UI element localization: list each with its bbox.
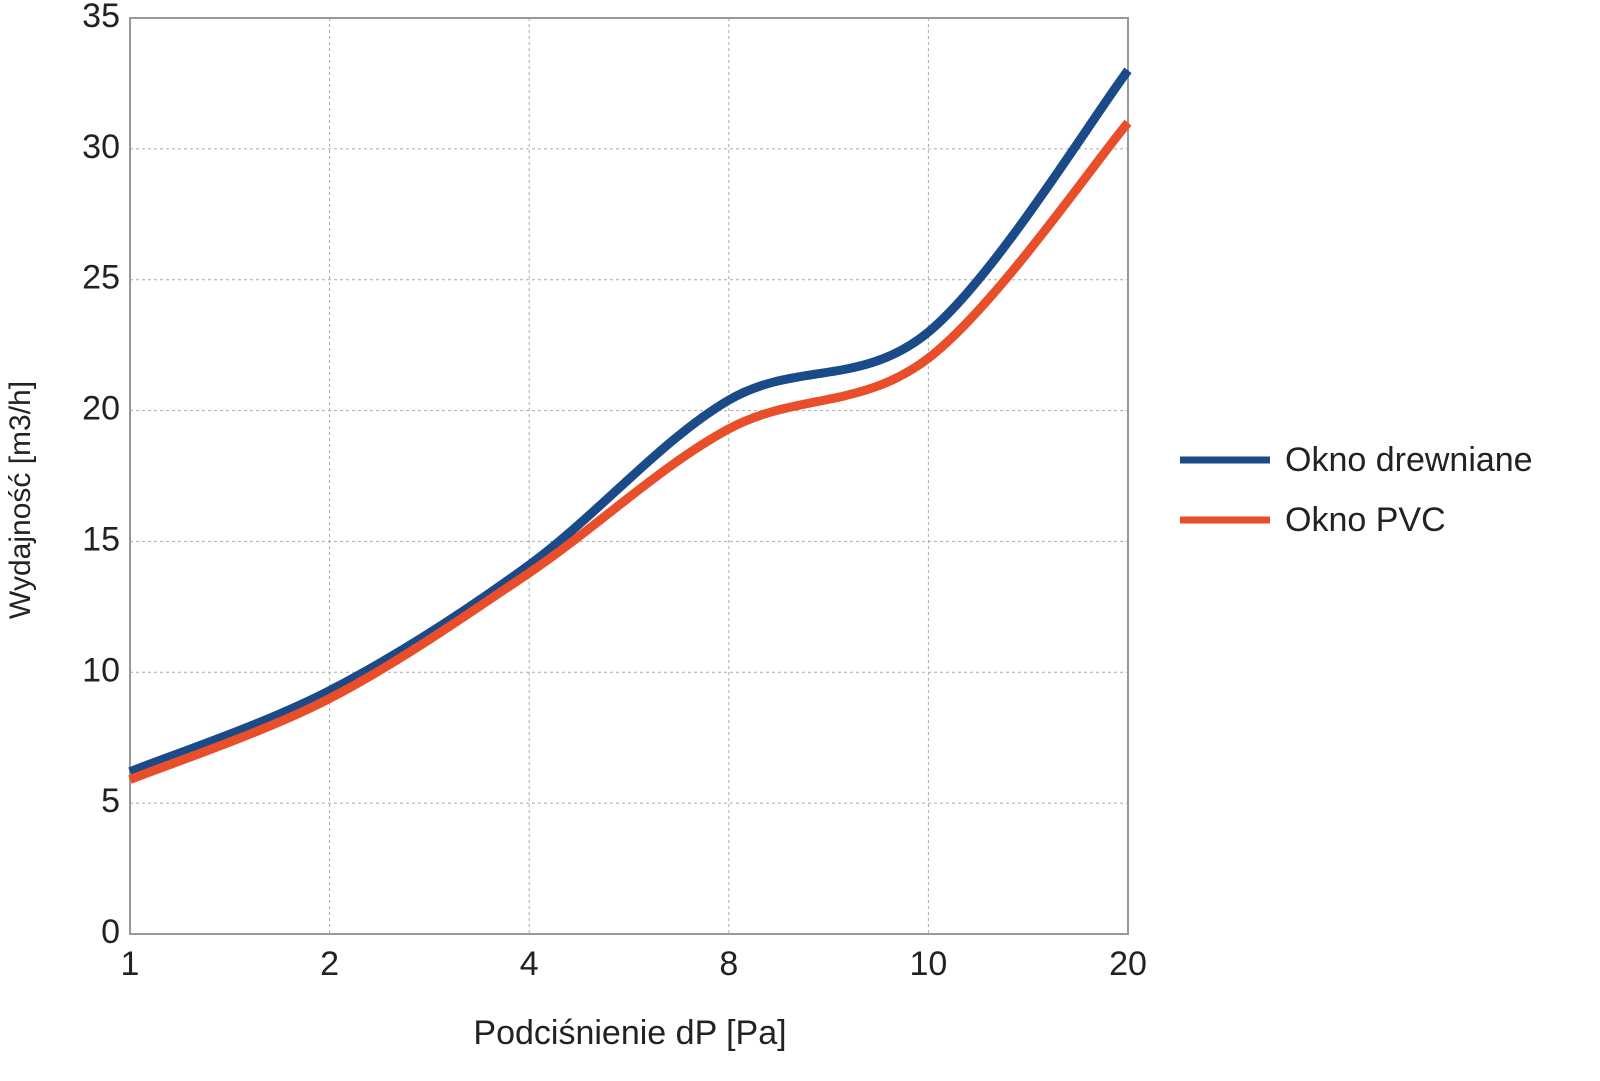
- x-tick-label: 8: [719, 945, 738, 983]
- y-tick-label: 25: [82, 259, 120, 297]
- y-tick-label: 30: [82, 128, 120, 166]
- x-tick-label: 2: [320, 945, 339, 983]
- series-line: [128, 119, 1132, 784]
- y-tick-label: 20: [82, 390, 120, 428]
- x-tick-label: 10: [909, 945, 947, 983]
- y-tick-label: 10: [82, 651, 120, 689]
- y-tick-label: 0: [101, 913, 120, 951]
- x-tick-label: 4: [520, 945, 539, 983]
- plot-frame: [129, 17, 1129, 935]
- legend-label: Okno PVC: [1285, 501, 1446, 539]
- y-tick-label: 35: [82, 0, 120, 35]
- x-axis-title: Podciśnienie dP [Pa]: [473, 1014, 786, 1052]
- x-tick-label: 20: [1109, 945, 1147, 983]
- y-tick-label: 5: [101, 782, 120, 820]
- x-tick-label: 1: [121, 945, 140, 983]
- y-tick-label: 15: [82, 520, 120, 558]
- y-axis-title: Wydajność [m3/h]: [4, 381, 37, 619]
- legend-label: Okno drewniane: [1285, 441, 1533, 479]
- series-line: [128, 67, 1132, 776]
